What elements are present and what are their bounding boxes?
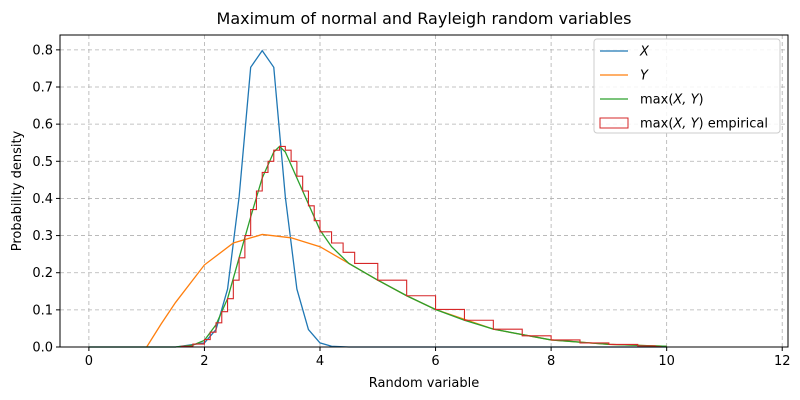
x-tick-label: 10 [658,354,675,369]
series-2-line [88,145,667,348]
axes-ticks: 0 2 4 6 8 10 12 0.0 0.1 0.2 0.3 0.4 0.5 0.6 0.7 0.8 [32,43,790,369]
y-tick-label: 0.3 [32,229,53,244]
y-tick-label: 0.2 [32,266,53,281]
x-tick-label: 2 [200,354,208,369]
legend-label: max(X, Y) [640,93,704,108]
y-tick-label: 0.4 [32,192,53,207]
y-tick-label: 0.6 [32,118,53,133]
y-tick-label: 0.8 [32,43,53,58]
series-3-line [180,145,662,348]
y-tick-label: 0.1 [32,303,53,318]
chart-title: Maximum of normal and Rayleigh random va… [217,9,632,28]
y-tick-label: 0.7 [32,81,53,96]
x-tick-label: 12 [774,354,791,369]
y-tick-label: 0.5 [32,155,53,170]
x-axis-label: Random variable [369,376,479,391]
y-tick-label: 0.0 [32,341,53,356]
plot-frame [59,34,789,348]
legend-label: max(X, Y) empirical [640,117,768,132]
legend-swatch [599,117,629,129]
x-tick-label: 4 [316,354,324,369]
x-tick-label: 0 [85,354,93,369]
legend-box [593,38,781,134]
legend-label: Y [640,69,649,84]
x-tick-label: 6 [431,354,439,369]
y-axis-label: Probability density [10,130,25,251]
x-tick-label: 8 [547,354,555,369]
legend-label: X [639,45,650,60]
